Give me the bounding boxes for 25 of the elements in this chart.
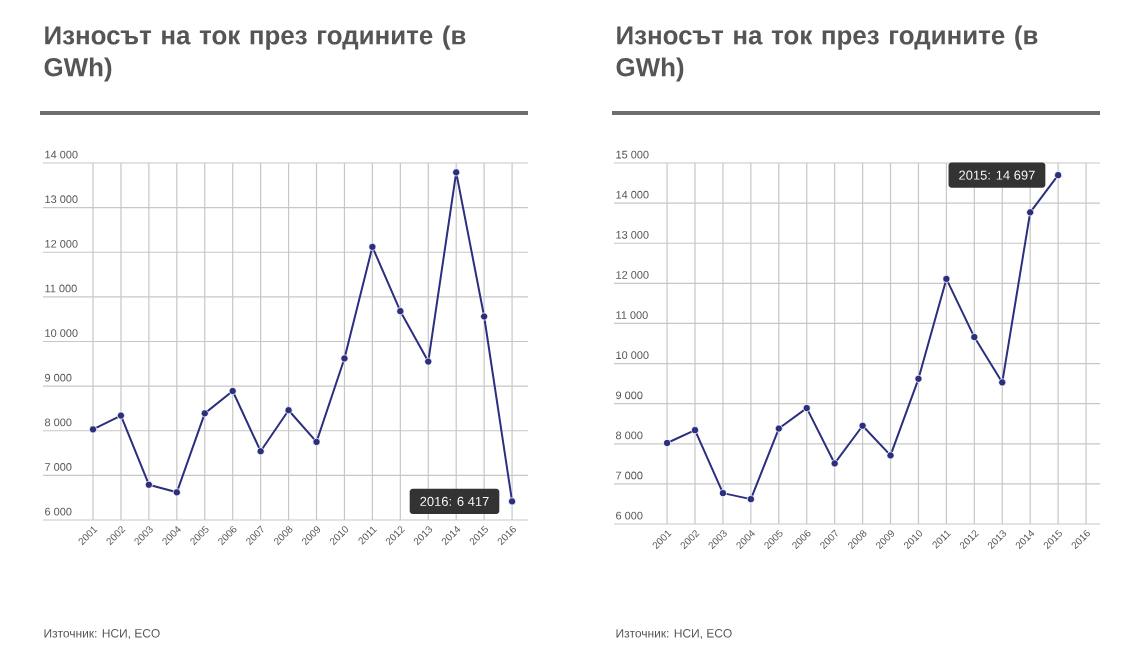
y-tick-label: 7 000 [616, 471, 643, 480]
y-tick-label: 12 000 [45, 239, 78, 248]
y-tick-label: 7 000 [45, 463, 72, 471]
text: Източник: НСИ, ECO [616, 629, 732, 639]
chart-title: Износът на ток през годините (в GWh) [44, 25, 466, 82]
y-tick-label: 8 000 [616, 431, 643, 440]
y-tick-label: 10 000 [616, 351, 649, 360]
annotation: 2016: 6 417 [420, 496, 489, 506]
annotation: 2015: 14 697 [959, 170, 1035, 180]
y-tick-label: 6 000 [45, 507, 72, 516]
y-tick-label: 9 000 [616, 391, 643, 400]
y-tick-label: 12 000 [616, 271, 649, 279]
y-tick-label: 14 000 [616, 190, 649, 199]
y-tick-label: 13 000 [616, 230, 649, 239]
y-tick-label: 14 000 [45, 150, 78, 159]
y-tick-label: 8 000 [44, 418, 72, 427]
y-tick-label: 9 000 [45, 373, 72, 382]
y-tick-label: 15 000 [616, 150, 649, 159]
text: Източник: НСИ, ECO [44, 629, 160, 639]
y-tick-label: 10 000 [45, 329, 78, 337]
y-tick-label: 11 000 [45, 284, 77, 293]
y-tick-label: 13 000 [45, 195, 78, 204]
y-tick-label: 6 000 [616, 511, 643, 520]
y-tick-label: 11 000 [616, 311, 648, 319]
chart-title: Износът на ток през годините (в GWh) [616, 25, 1038, 82]
